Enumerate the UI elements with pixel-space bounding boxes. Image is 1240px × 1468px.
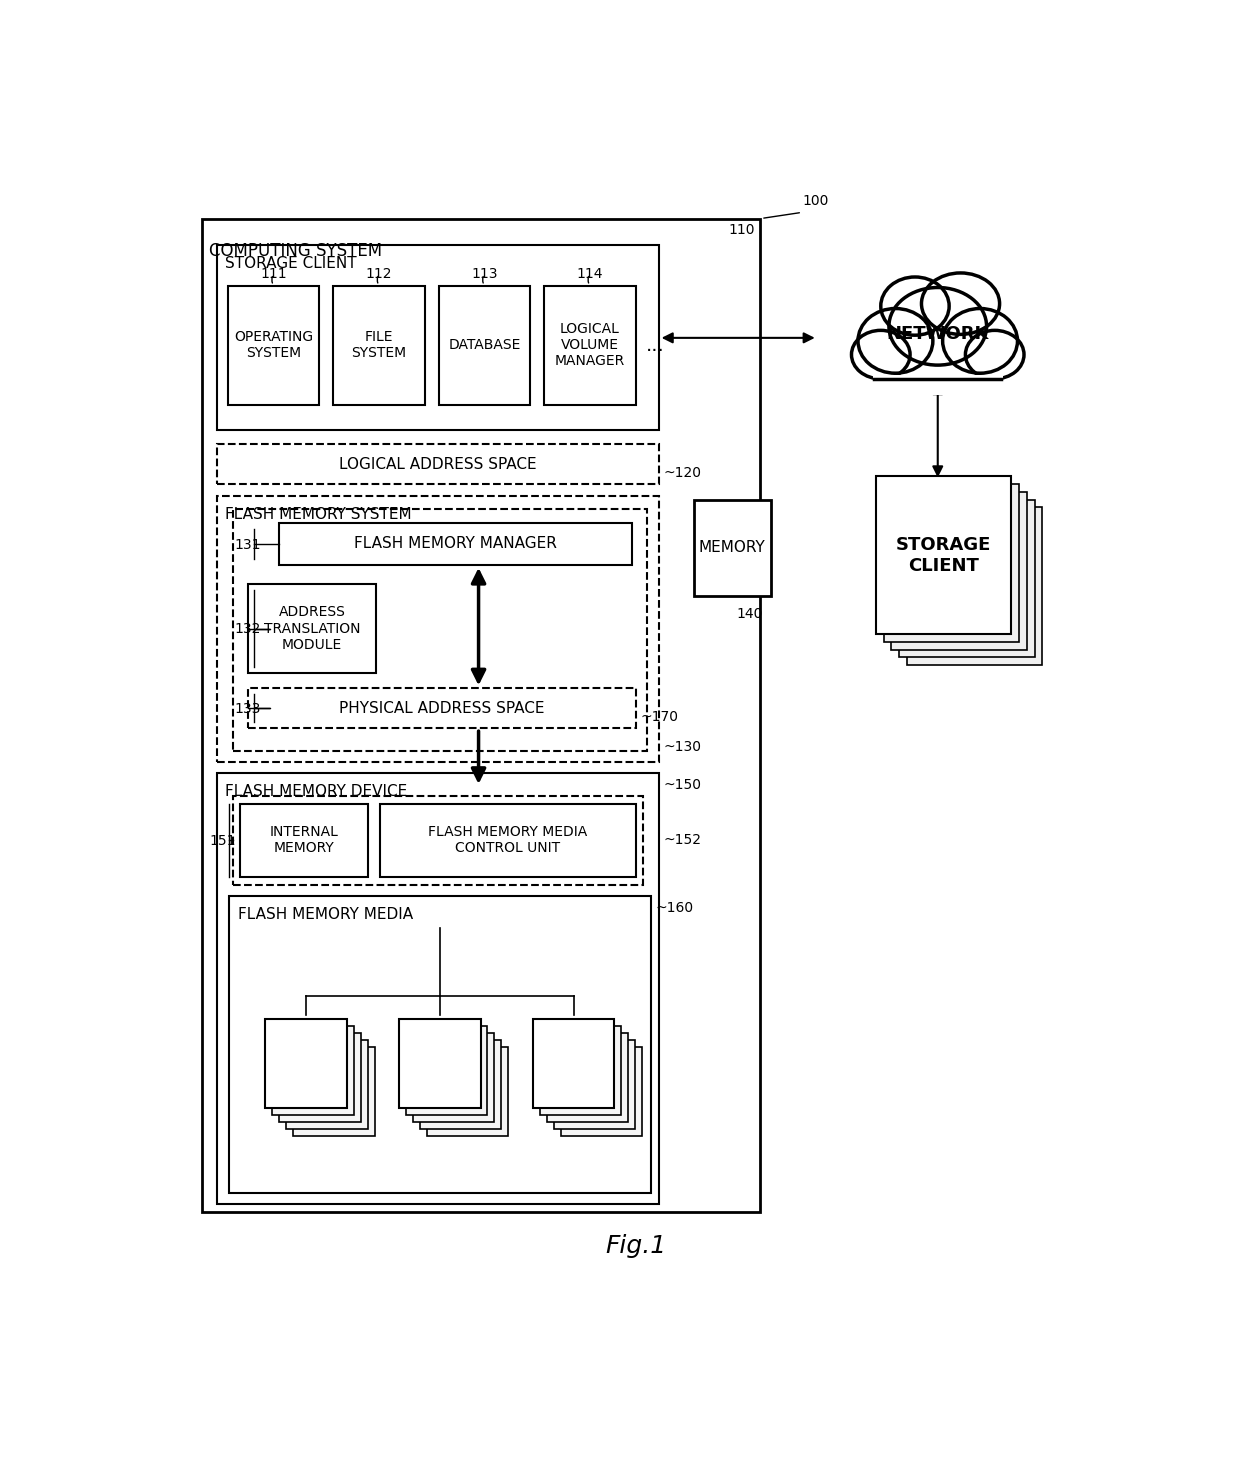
- Bar: [217, 445, 658, 484]
- Bar: [560, 1047, 642, 1136]
- Bar: [892, 492, 1027, 650]
- Bar: [420, 1041, 501, 1129]
- Bar: [899, 499, 1034, 658]
- Ellipse shape: [858, 308, 932, 373]
- Text: LOGICAL
VOLUME
MANAGER: LOGICAL VOLUME MANAGER: [554, 321, 625, 368]
- Text: STORAGE CLIENT: STORAGE CLIENT: [224, 257, 356, 272]
- Text: ~170: ~170: [640, 709, 678, 724]
- Text: ~152: ~152: [663, 834, 702, 847]
- Bar: [217, 496, 658, 762]
- Bar: [693, 499, 771, 596]
- Bar: [875, 477, 1012, 634]
- Text: FLASH MEMORY MANAGER: FLASH MEMORY MANAGER: [353, 536, 557, 552]
- Bar: [233, 509, 647, 752]
- Bar: [248, 584, 376, 672]
- Text: ~130: ~130: [663, 740, 702, 755]
- Bar: [906, 508, 1043, 665]
- Text: ~160: ~160: [656, 901, 693, 915]
- Text: 151: 151: [210, 834, 236, 849]
- Bar: [265, 1019, 347, 1108]
- Bar: [883, 484, 1019, 642]
- Text: 132: 132: [234, 622, 262, 636]
- Text: ...: ...: [472, 1067, 494, 1088]
- Ellipse shape: [889, 288, 987, 366]
- Bar: [217, 774, 658, 1204]
- Bar: [241, 803, 368, 876]
- Bar: [201, 219, 759, 1211]
- Bar: [279, 1033, 361, 1122]
- Text: 112: 112: [366, 267, 392, 280]
- Bar: [539, 1026, 621, 1114]
- Bar: [233, 796, 644, 885]
- Text: COMPUTING SYSTEM: COMPUTING SYSTEM: [210, 242, 382, 260]
- Ellipse shape: [921, 273, 999, 335]
- Text: DATABASE: DATABASE: [448, 338, 521, 352]
- Ellipse shape: [880, 277, 949, 335]
- Text: LOGICAL ADDRESS SPACE: LOGICAL ADDRESS SPACE: [339, 457, 537, 471]
- Text: ~120: ~120: [663, 465, 702, 480]
- Text: PHYSICAL ADDRESS SPACE: PHYSICAL ADDRESS SPACE: [339, 700, 544, 716]
- Text: STORAGE
CLIENT: STORAGE CLIENT: [895, 536, 991, 575]
- Text: OPERATING
SYSTEM: OPERATING SYSTEM: [234, 330, 314, 360]
- Bar: [379, 803, 635, 876]
- Text: Fig.1: Fig.1: [605, 1235, 666, 1258]
- Ellipse shape: [966, 330, 1024, 379]
- Bar: [279, 523, 631, 565]
- Text: 110: 110: [930, 653, 957, 668]
- Bar: [554, 1041, 635, 1129]
- Text: FLASH MEMORY MEDIA
CONTROL UNIT: FLASH MEMORY MEDIA CONTROL UNIT: [428, 825, 588, 856]
- Text: ...: ...: [646, 336, 665, 355]
- Text: 111: 111: [260, 267, 286, 280]
- Bar: [217, 245, 658, 430]
- Bar: [533, 1019, 614, 1108]
- Text: 113: 113: [471, 267, 497, 280]
- Text: FILE
SYSTEM: FILE SYSTEM: [351, 330, 407, 360]
- Text: 110: 110: [728, 223, 755, 238]
- Text: 100: 100: [802, 194, 828, 208]
- Bar: [547, 1033, 629, 1122]
- Ellipse shape: [852, 330, 910, 379]
- Bar: [544, 285, 635, 405]
- Text: FLASH MEMORY SYSTEM: FLASH MEMORY SYSTEM: [224, 508, 412, 523]
- Bar: [294, 1047, 374, 1136]
- Bar: [427, 1047, 508, 1136]
- Text: FLASH MEMORY DEVICE: FLASH MEMORY DEVICE: [224, 784, 407, 799]
- Bar: [533, 1019, 614, 1108]
- Bar: [228, 895, 651, 1192]
- Text: MEMORY: MEMORY: [699, 540, 766, 555]
- Text: FLASH MEMORY MEDIA: FLASH MEMORY MEDIA: [238, 907, 413, 922]
- Bar: [286, 1041, 368, 1129]
- Bar: [407, 1026, 487, 1114]
- Text: 114: 114: [577, 267, 603, 280]
- Text: 133: 133: [234, 702, 262, 716]
- Text: 131: 131: [234, 537, 262, 552]
- Bar: [273, 1026, 353, 1114]
- Ellipse shape: [942, 308, 1018, 373]
- Bar: [399, 1019, 481, 1108]
- Text: ADDRESS
TRANSLATION
MODULE: ADDRESS TRANSLATION MODULE: [264, 605, 360, 652]
- Bar: [413, 1033, 495, 1122]
- Bar: [334, 285, 424, 405]
- Bar: [248, 688, 635, 728]
- Bar: [265, 1019, 347, 1108]
- Bar: [399, 1019, 481, 1108]
- Text: INTERNAL
MEMORY: INTERNAL MEMORY: [270, 825, 339, 856]
- Text: ~150: ~150: [663, 778, 702, 791]
- Text: NETWORK: NETWORK: [887, 324, 990, 344]
- Bar: [873, 374, 1003, 395]
- Bar: [439, 285, 531, 405]
- Text: 140: 140: [737, 606, 763, 621]
- Bar: [228, 285, 320, 405]
